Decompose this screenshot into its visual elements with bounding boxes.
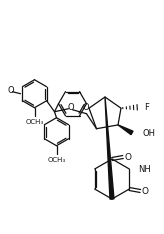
Polygon shape	[118, 125, 133, 135]
Text: O: O	[83, 103, 89, 112]
Text: OH: OH	[142, 129, 155, 139]
Text: F: F	[144, 103, 149, 112]
Text: NH: NH	[138, 165, 151, 173]
Polygon shape	[105, 97, 114, 199]
Text: O: O	[124, 153, 132, 161]
Text: OCH₃: OCH₃	[47, 157, 66, 163]
Text: OCH₃: OCH₃	[25, 119, 44, 125]
Text: O: O	[142, 186, 149, 195]
Text: O: O	[67, 103, 74, 112]
Text: O: O	[7, 86, 14, 95]
